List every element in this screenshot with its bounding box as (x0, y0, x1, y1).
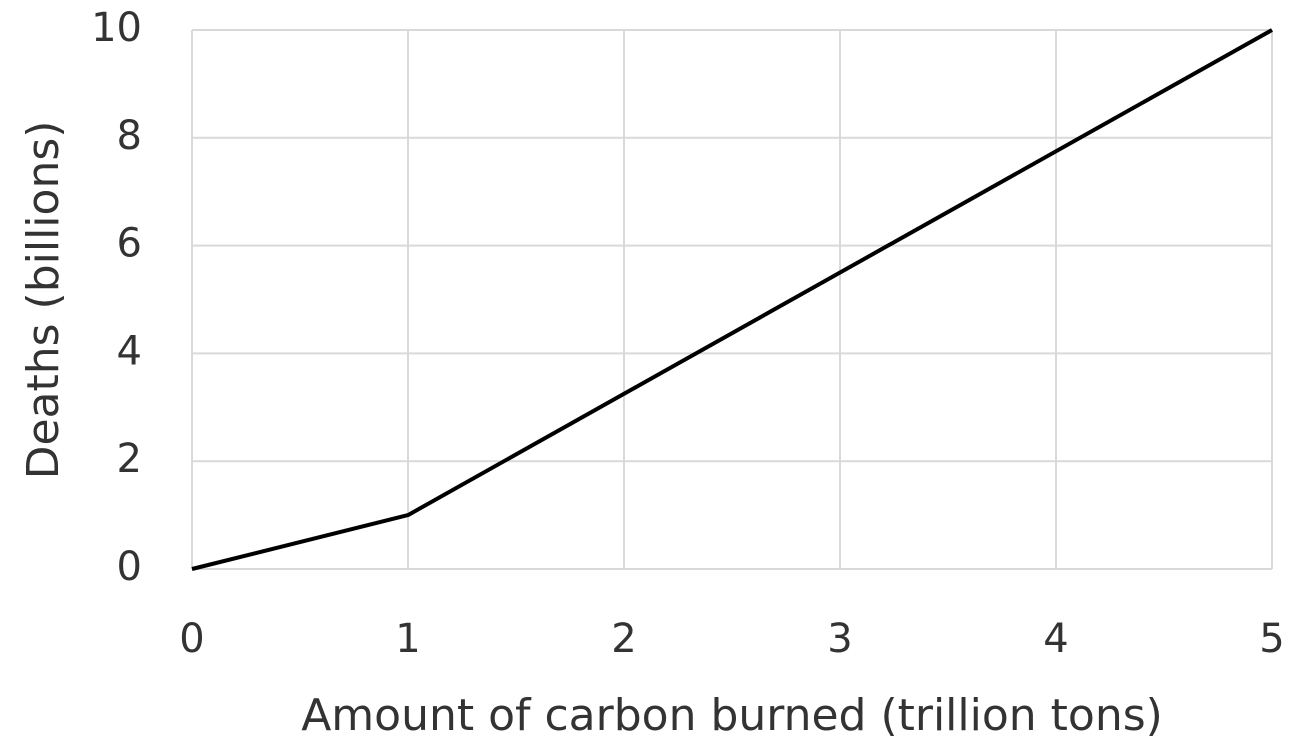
line (191, 28, 1273, 571)
y-tick-label: 2 (117, 436, 142, 482)
x-tick-label: 4 (1043, 616, 1068, 662)
x-tick-label: 1 (395, 616, 420, 662)
y-tick-label: 4 (117, 328, 142, 374)
y-tick-label: 0 (117, 544, 142, 590)
x-axis-title: Amount of carbon burned (trillion tons) (301, 690, 1163, 741)
y-tick-label: 10 (91, 5, 142, 51)
y-axis-title: Deaths (billions) (18, 121, 69, 480)
y-tick-label: 6 (117, 221, 142, 267)
x-tick-label: 3 (827, 616, 852, 662)
x-tick-label: 5 (1259, 616, 1284, 662)
x-tick-label: 2 (611, 616, 636, 662)
y-tick-label: 8 (117, 113, 142, 159)
x-tick-label: 0 (179, 616, 204, 662)
